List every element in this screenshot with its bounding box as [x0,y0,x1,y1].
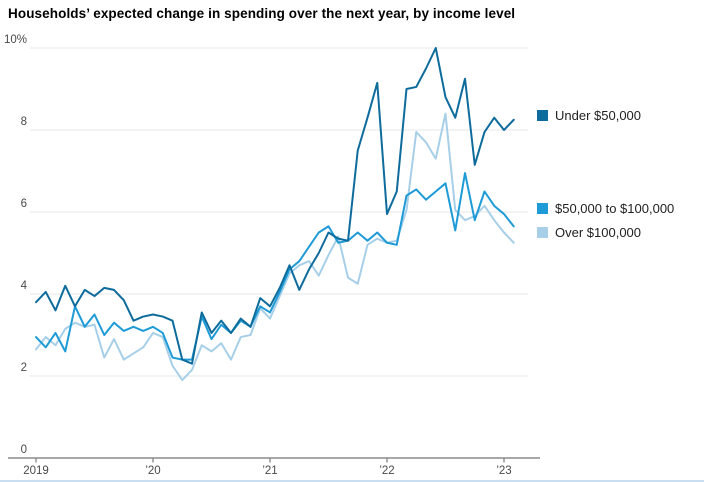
y-tick-label: 4 [21,280,28,292]
legend-swatch-under-50k [537,110,548,121]
y-tick-label: 2 [21,362,27,374]
y-tick-label: 8 [21,116,27,128]
legend-label-over-100k: Over $100,000 [555,225,642,240]
chart-title: Households’ expected change in spending … [8,6,516,21]
legend-item-under-50k: Under $50,000 [537,108,641,123]
series-line [35,47,515,365]
x-tick-label: ’20 [145,465,160,477]
legend-label-under-50k: Under $50,000 [555,108,642,123]
y-tick-label: 0 [21,444,27,456]
y-tick-label: 6 [21,198,27,210]
series-line [35,112,515,382]
x-tick-label: ’23 [496,465,511,477]
x-tick-label: 2019 [23,465,49,477]
legend-swatch-50k-100k [537,203,548,214]
x-tick-label: ’21 [262,465,277,477]
legend-item-over-100k: Over $100,000 [537,225,641,240]
y-tick-label: 10% [4,34,27,46]
series-line [35,172,515,361]
legend-item-50k-100k: $50,000 to $100,000 [537,201,674,216]
legend-label-50k-100k: $50,000 to $100,000 [555,201,675,216]
legend-swatch-over-100k [537,227,548,238]
x-tick-label: ’22 [379,465,394,477]
bottom-accent-strip [0,480,704,482]
